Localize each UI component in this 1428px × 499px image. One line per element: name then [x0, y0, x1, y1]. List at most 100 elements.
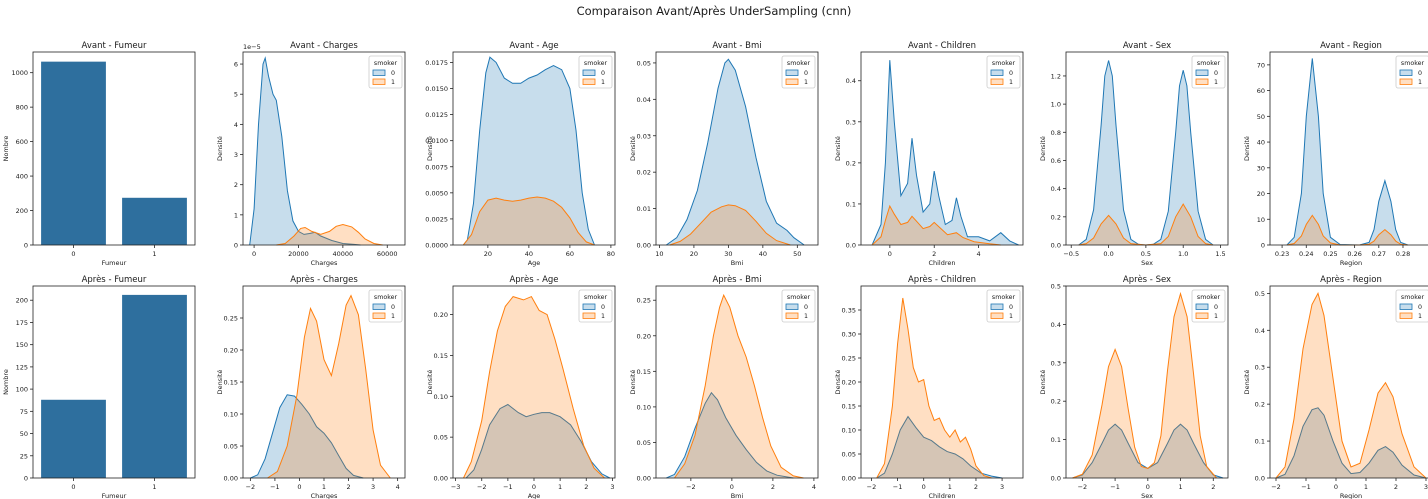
y-tick-label: 0.15 — [842, 403, 856, 411]
y-tick-label: 0.20 — [224, 347, 238, 355]
subplot-1: 0 200 400 600 800 1000 0 1 Avant - Fumeur Fumeur N… — [2, 41, 196, 267]
x-tick-label: 1.0 — [1178, 250, 1188, 258]
y-tick-label: 0.00 — [434, 475, 448, 483]
x-tick-label: 80 — [607, 250, 615, 258]
y-tick-label: 0.3 — [1051, 359, 1061, 367]
y-tick-label: 0.05 — [842, 451, 856, 459]
density-fill-smoker-0 — [1072, 424, 1224, 478]
x-tick-label: 2 — [584, 483, 588, 491]
y-tick-label: 0.20 — [637, 332, 651, 340]
legend-swatch-smoker-1 — [990, 312, 1004, 319]
y-tick-label: 150 — [16, 341, 28, 349]
subplot-title: Après - Fumeur — [82, 274, 147, 285]
y-axis-label: Nombre — [2, 136, 10, 162]
x-tick-label: 1 — [948, 483, 952, 491]
x-axis-label: Age — [528, 259, 541, 267]
x-axis-label: Bmi — [731, 492, 744, 499]
density-line-smoker-1 — [871, 204, 1001, 246]
y-tick-label: 1.0 — [1051, 101, 1061, 109]
y-tick-label: 125 — [16, 363, 28, 371]
x-tick-label: 20 — [484, 250, 492, 258]
x-tick-label: −1 — [893, 483, 903, 491]
subplot-title: Après - Children — [908, 274, 976, 285]
y-tick-label: 0.10 — [842, 427, 856, 435]
legend-box — [578, 289, 613, 323]
legend-label-smoker-1: 1 — [1009, 79, 1013, 86]
legend-label-smoker-1: 1 — [1214, 79, 1218, 86]
x-tick-label: 3 — [1000, 483, 1004, 491]
y-tick-label: 0.2 — [1051, 213, 1061, 221]
legend: smoker 0 1 — [1191, 289, 1226, 323]
legend-label-smoker-0: 0 — [1214, 70, 1218, 77]
legend-box — [986, 289, 1021, 323]
y-tick-label: 0.6 — [1051, 157, 1061, 165]
x-tick-label: −1 — [1301, 483, 1311, 491]
y-tick-label: 0.25 — [842, 355, 856, 363]
x-tick-label: 4 — [812, 483, 816, 491]
y-tick-label: 0.8 — [1051, 129, 1061, 137]
y-offset-label: 1e−5 — [243, 43, 261, 51]
x-axis-label: Bmi — [731, 259, 744, 267]
legend-label-smoker-1: 1 — [391, 79, 395, 86]
legend: smoker 0 1 — [1395, 55, 1428, 89]
density-fill-smoker-0 — [1276, 407, 1426, 478]
legend-title: smoker — [1197, 294, 1221, 301]
density-fill-smoker-1 — [463, 197, 595, 245]
legend-swatch-smoker-0 — [1399, 303, 1413, 310]
y-axis-label: Densité — [1039, 136, 1047, 161]
legend-box — [781, 55, 816, 89]
legend: smoker 0 1 — [781, 289, 816, 323]
y-tick-label: 4 — [234, 121, 238, 129]
density-fill-smoker-0 — [666, 59, 805, 245]
y-tick-label: 25 — [20, 452, 28, 460]
subplot-title: Avant - Region — [1320, 41, 1382, 51]
subplot-title: Avant - Children — [908, 41, 976, 51]
x-tick-label: 3 — [371, 483, 375, 491]
legend-swatch-smoker-1 — [1399, 312, 1413, 319]
density-line-smoker-1 — [1072, 291, 1217, 479]
legend-label-smoker-0: 0 — [804, 70, 808, 77]
legend: smoker 0 1 — [781, 55, 816, 89]
subplot-title: Après - Region — [1320, 274, 1382, 285]
bar-1 — [122, 294, 187, 478]
legend-swatch-smoker-0 — [1195, 69, 1209, 76]
y-axis-label: Densité — [1243, 370, 1251, 395]
density-fill-smoker-1 — [1276, 293, 1426, 478]
density-line-smoker-0 — [876, 415, 1003, 479]
y-tick-label: 0.1 — [1051, 436, 1061, 444]
y-axis-label: Densité — [629, 136, 637, 161]
y-tick-label: 5 — [234, 91, 238, 99]
legend-label-smoker-0: 0 — [601, 304, 605, 311]
density-fill-smoker-0 — [250, 394, 364, 478]
y-tick-label: 0.4 — [1051, 185, 1061, 193]
y-tick-label: 0.0125 — [425, 111, 448, 119]
density-fill-smoker-1 — [872, 206, 1001, 245]
x-tick-label: 1 — [1178, 483, 1182, 491]
x-axis-label: Region — [1340, 259, 1362, 267]
y-tick-label: 0.1 — [1255, 438, 1265, 446]
x-tick-label: 40 — [525, 250, 533, 258]
legend-swatch-smoker-0 — [1195, 303, 1209, 310]
y-tick-label: 0.15 — [224, 379, 238, 387]
y-tick-label: 2 — [234, 181, 238, 189]
y-tick-label: 0.0175 — [425, 59, 448, 67]
y-tick-label: 0.15 — [434, 352, 448, 360]
legend-title: smoker — [584, 294, 608, 301]
legend-swatch-smoker-1 — [582, 78, 596, 85]
density-fill-smoker-0 — [466, 404, 610, 478]
legend: smoker 0 1 — [578, 55, 613, 89]
y-tick-label: 0.3 — [1255, 364, 1265, 372]
y-tick-label: 0.20 — [434, 311, 448, 319]
x-tick-label: 0.25 — [1323, 250, 1337, 258]
legend-swatch-smoker-1 — [1399, 78, 1413, 85]
y-tick-label: 1 — [234, 211, 238, 219]
y-tick-label: 0.0150 — [425, 85, 448, 93]
x-tick-label: 2 — [1394, 483, 1398, 491]
y-tick-label: 0.00 — [637, 242, 651, 250]
y-tick-label: 0.25 — [637, 297, 651, 305]
y-tick-label: 0.05 — [224, 443, 238, 451]
legend-label-smoker-0: 0 — [1214, 304, 1218, 311]
y-tick-label: 20 — [1257, 190, 1265, 198]
x-tick-label: −0.5 — [1063, 250, 1079, 258]
